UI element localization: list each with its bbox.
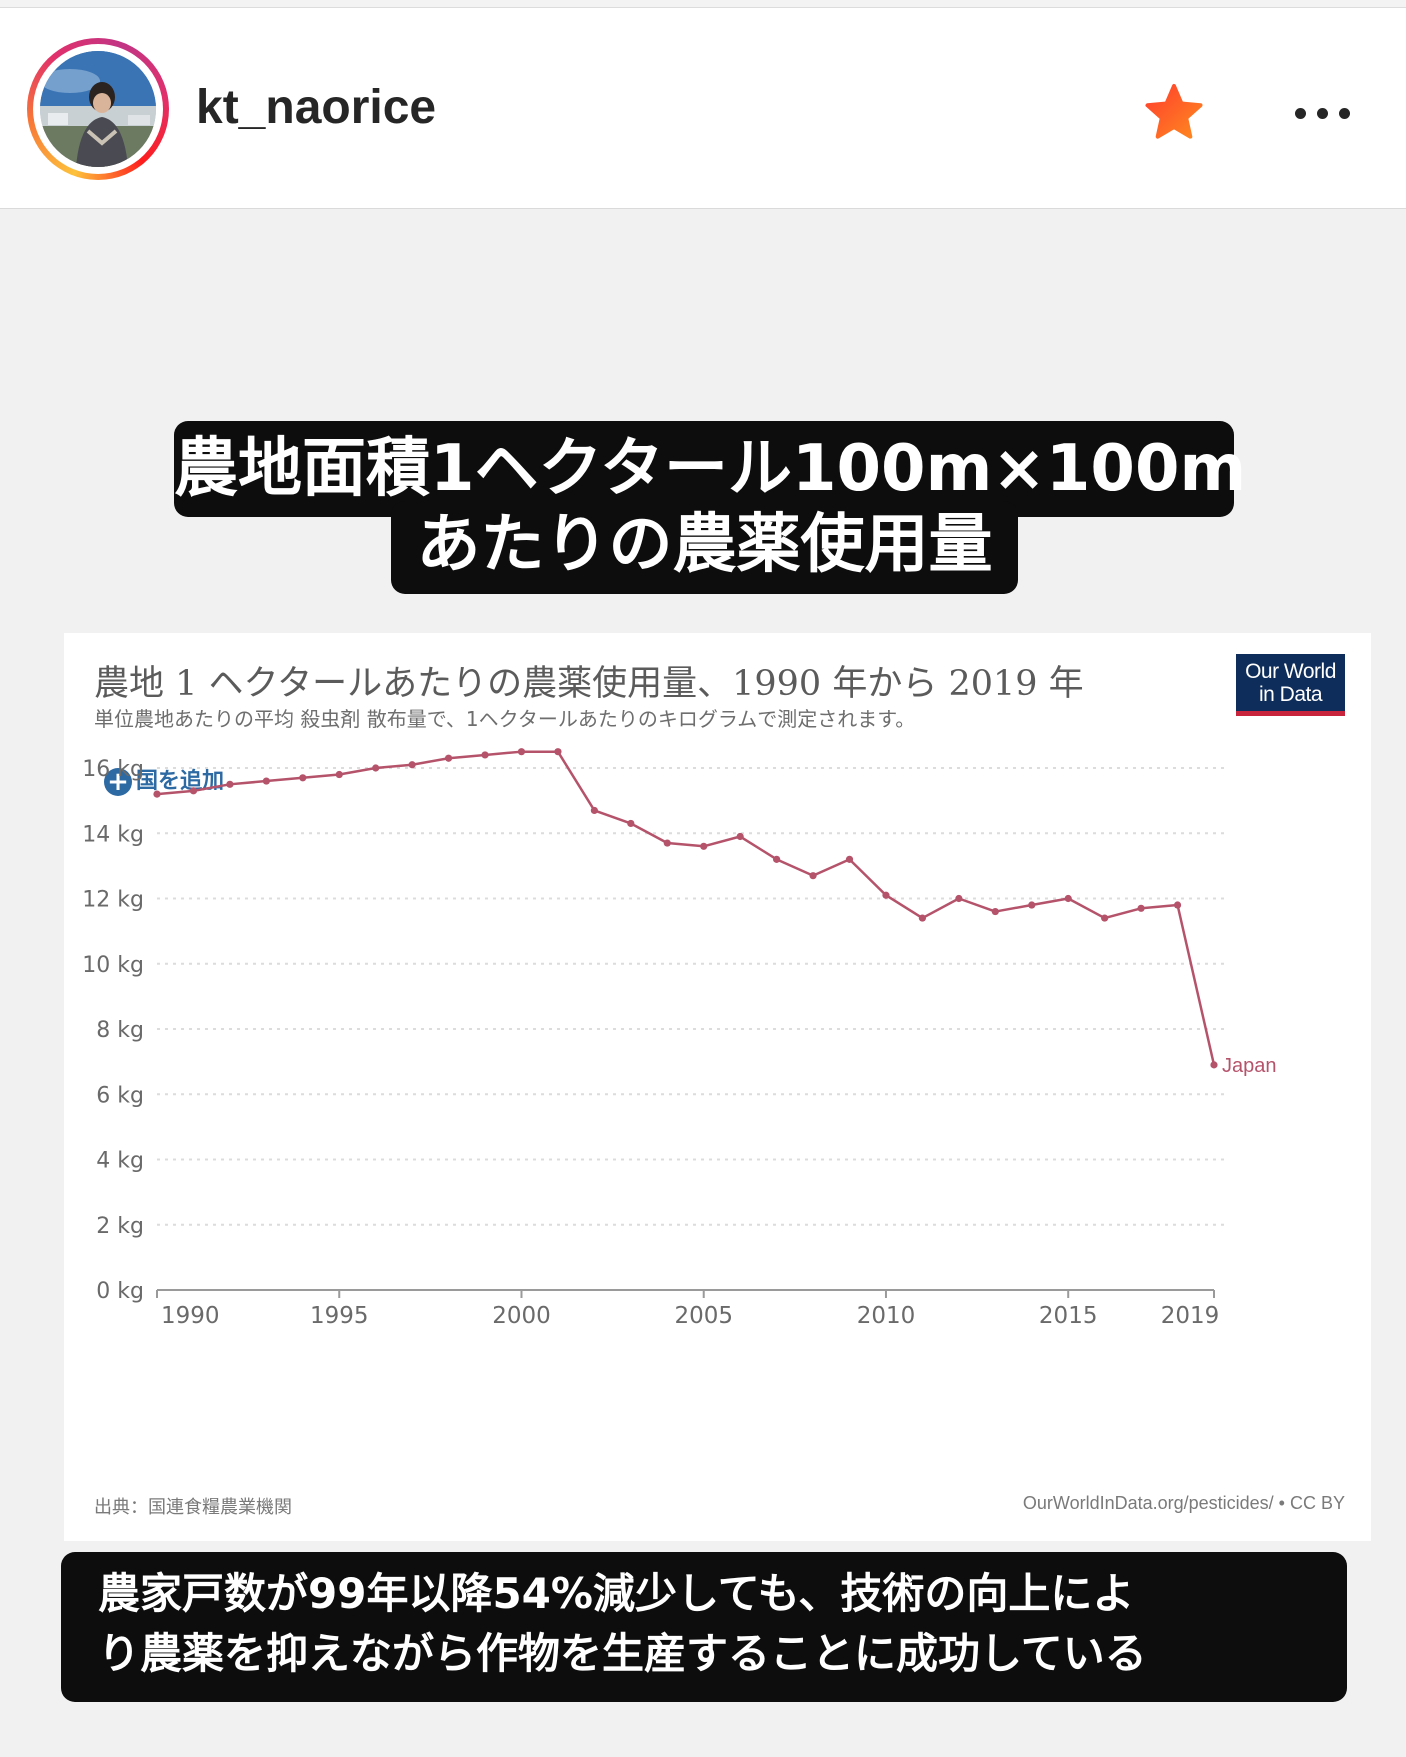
chart-title: 農地 1 ヘクタールあたりの農薬使用量、1990 年から 2019 年 [94, 664, 1084, 704]
data-point [299, 774, 307, 782]
add-country-label: 国を追加 [136, 769, 225, 794]
data-point [517, 748, 526, 756]
x-tick-label: 2005 [674, 1303, 733, 1329]
x-tick-label: 2019 [1161, 1303, 1220, 1329]
x-tick-label: 2010 [857, 1303, 916, 1329]
data-point [481, 751, 489, 759]
chart-subtitle: 単位農地あたりの平均 殺虫剤 散布量で、1ヘクタールあたりのキログラムで測定され… [94, 707, 916, 731]
username[interactable]: kt_naorice [196, 81, 437, 134]
data-point [663, 839, 671, 847]
x-tick-label: 2015 [1039, 1303, 1098, 1329]
data-point [991, 907, 999, 916]
y-tick-label: 12 kg [82, 888, 144, 913]
x-tick-label: 1990 [161, 1303, 220, 1329]
line-chart: 0 kg 2 kg 4 kg 6 kg 8 kg 10 kg 12 kg 14 kg 16 kg… [82, 748, 1277, 1329]
data-point [554, 748, 562, 756]
data-point [1210, 1061, 1218, 1069]
data-point [627, 819, 635, 828]
data-point [226, 780, 234, 788]
series-label: Japan [1222, 1055, 1277, 1077]
y-tick-label: 6 kg [96, 1083, 144, 1108]
y-tick-label: 16 kg [82, 757, 144, 782]
data-point [955, 894, 963, 903]
data-point [773, 855, 781, 863]
data-point [1064, 894, 1072, 903]
data-point [1028, 901, 1036, 909]
favorite-star-icon[interactable] [1143, 83, 1205, 145]
data-point [262, 777, 270, 785]
data-point [372, 764, 380, 772]
data-point [590, 806, 598, 815]
more-options-icon[interactable] [1292, 108, 1354, 124]
x-tick-label: 1995 [310, 1303, 369, 1329]
chart-credit: OurWorldInData.org/pesticides/ • CC BY [1022, 1493, 1345, 1513]
y-tick-label: 10 kg [82, 953, 144, 978]
owid-logo: Our World in Data [1236, 654, 1345, 716]
data-point [809, 872, 817, 880]
data-point [882, 891, 890, 899]
data-point [408, 761, 416, 769]
y-tick-label: 2 kg [96, 1214, 144, 1239]
caption-line1: 農家戸数が99年以降54%減少しても、技術の向上によ [98, 1569, 1135, 1618]
data-point [736, 832, 744, 841]
post-image: 農地面積1ヘクタール100m×100m あたりの農薬使用量 農地 1 ヘクタール… [0, 209, 1406, 1757]
data-point [189, 787, 198, 795]
status-divider [0, 0, 1406, 8]
y-tick-label: 0 kg [96, 1279, 144, 1304]
x-tick-label: 2000 [492, 1303, 551, 1329]
data-point [918, 914, 927, 922]
chart-source: 出典：国連食糧農業機関 [94, 1497, 292, 1518]
caption-line2: り農薬を抑えながら作物を生産することに成功している [98, 1629, 1147, 1678]
plus-icon: + [104, 768, 132, 796]
data-point [335, 770, 343, 779]
data-point [700, 842, 708, 850]
avatar-story-ring[interactable] [27, 38, 169, 180]
data-point [1101, 914, 1109, 922]
overlay-title-line2: あたりの農薬使用量 [391, 501, 1018, 594]
y-tick-label: 4 kg [96, 1149, 144, 1174]
add-country-button[interactable]: + 国を追加 [104, 763, 224, 796]
series-line [156, 750, 1216, 1066]
data-point [444, 754, 453, 762]
avatar-photo [40, 51, 156, 167]
avatar [40, 51, 156, 167]
data-point [1173, 901, 1182, 909]
data-point [1137, 904, 1145, 912]
y-tick-label: 8 kg [96, 1018, 144, 1043]
post-header: kt_naorice [0, 8, 1406, 209]
chart-card: 農地 1 ヘクタールあたりの農薬使用量、1990 年から 2019 年 単位農地… [64, 633, 1371, 1541]
data-point [153, 790, 161, 798]
overlay-caption: 農家戸数が99年以降54%減少しても、技術の向上によ り農薬を抑えながら作物を生… [61, 1552, 1347, 1702]
y-tick-label: 14 kg [82, 822, 144, 847]
data-point [845, 855, 854, 863]
